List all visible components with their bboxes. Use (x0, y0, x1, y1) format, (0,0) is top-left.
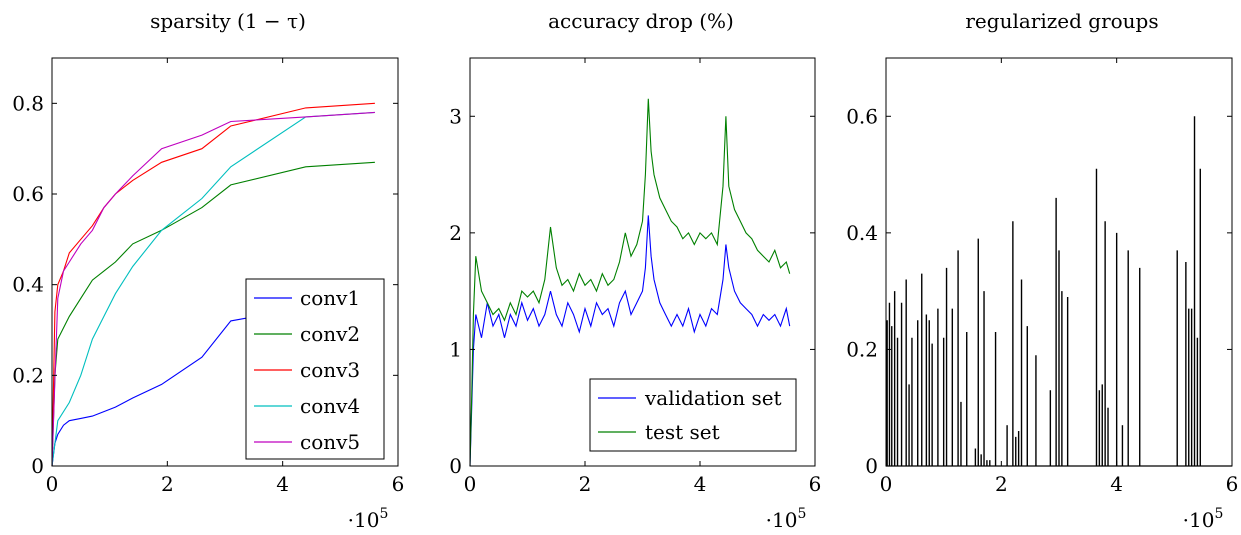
sparsity-chart: sparsity (1 − τ) 0 2 4 6 0 0.2 0.4 0.6 0.8 ·105 con… (12, 9, 404, 532)
legend-label: conv5 (300, 430, 360, 454)
y-tick-label: 0.6 (12, 182, 44, 206)
x-tick-label: 2 (161, 472, 174, 496)
x-tick-label: 4 (1110, 472, 1123, 496)
accuracy-drop-chart: accuracy drop (%) 0 2 4 6 0 1 2 3 ·105 validation … (449, 9, 821, 532)
x-tick-label: 0 (880, 472, 893, 496)
x-axis-multiplier-base: ·10 (348, 508, 380, 532)
series-line-conv1 (51, 293, 376, 467)
x-axis-multiplier-base: ·10 (766, 508, 798, 532)
series-line-conv4 (51, 111, 375, 467)
y-tick-label: 0.2 (846, 337, 878, 361)
x-tick-label: 4 (276, 472, 289, 496)
axis-frame (51, 57, 399, 467)
x-tick-label: 4 (694, 472, 707, 496)
y-tick-label: 0 (31, 454, 44, 478)
x-axis-multiplier: ·105 (348, 506, 389, 532)
legend: validation set test set (589, 378, 797, 452)
axis-frame (469, 57, 816, 467)
legend-box (245, 278, 385, 460)
legend: conv1 conv2 conv3 conv4 conv5 (245, 278, 385, 460)
legend-label: conv2 (300, 322, 360, 346)
x-tick-label: 2 (995, 472, 1008, 496)
x-axis-multiplier-exponent: 5 (797, 506, 806, 522)
y-tick-label: 0 (449, 454, 462, 478)
y-tick-label: 1 (449, 337, 462, 361)
y-tick-label: 0.2 (12, 363, 44, 387)
y-tick-label: 0.8 (12, 91, 44, 115)
series-line-test-set (469, 98, 791, 467)
chart-title: regularized groups (965, 9, 1158, 33)
x-tick-label: 6 (809, 472, 822, 496)
legend-label: validation set (644, 386, 782, 410)
legend-label: conv4 (300, 394, 360, 418)
y-tick-label: 0.4 (846, 221, 878, 245)
x-tick-label: 0 (464, 472, 477, 496)
legend-label: conv3 (300, 358, 360, 382)
chart-title: accuracy drop (%) (548, 9, 734, 33)
series-line-conv2 (51, 161, 375, 467)
y-tick-label: 0.6 (846, 104, 878, 128)
legend-label: test set (645, 420, 720, 444)
axis-frame (885, 57, 1233, 467)
x-tick-label: 2 (579, 472, 592, 496)
y-tick-label: 3 (449, 104, 462, 128)
regularized-groups-chart: regularized groups 0 2 4 6 0 0.2 0.4 0.6 ·105 (846, 9, 1238, 532)
x-axis-multiplier-base: ·10 (1183, 508, 1215, 532)
y-tick-label: 0 (865, 454, 878, 478)
y-tick-label: 0.4 (12, 273, 44, 297)
y-tick-label: 2 (449, 221, 462, 245)
x-axis-multiplier-exponent: 5 (1214, 506, 1223, 522)
x-axis-multiplier-exponent: 5 (379, 506, 388, 522)
legend-box (589, 378, 797, 452)
legend-label: conv1 (300, 286, 360, 310)
x-axis-multiplier: ·105 (1183, 506, 1224, 532)
series-line-validation-set (469, 215, 791, 467)
x-tick-label: 6 (392, 472, 405, 496)
x-tick-label: 0 (46, 472, 59, 496)
x-axis-multiplier: ·105 (766, 506, 807, 532)
chart-title: sparsity (1 − τ) (150, 9, 306, 33)
series-line-conv5 (51, 111, 375, 467)
x-tick-label: 6 (1226, 472, 1239, 496)
